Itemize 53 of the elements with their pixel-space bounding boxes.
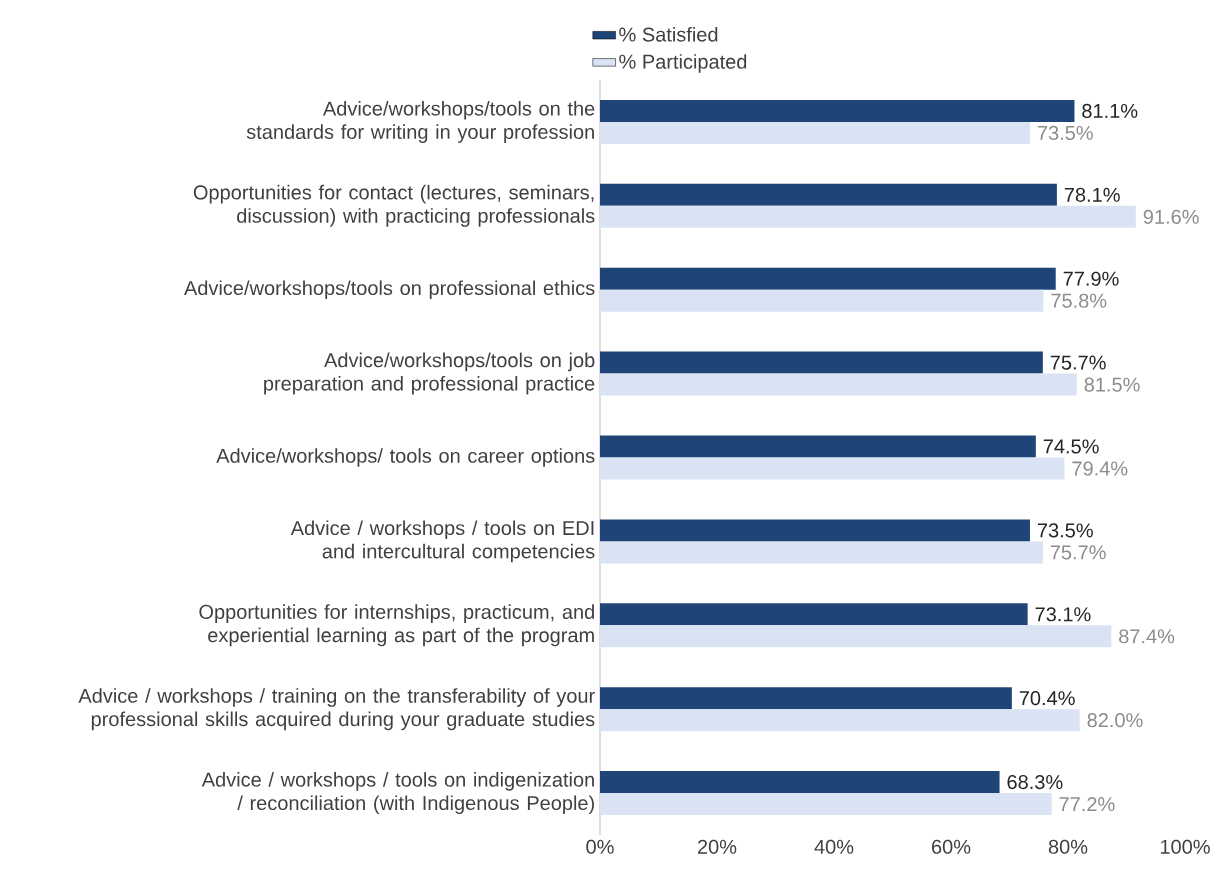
x-tick-label: 60% <box>932 839 971 854</box>
y-tick-label: Advice / workshops / tools on indigenization / reconciliation (with Indigenous People) <box>201 772 594 815</box>
bar <box>600 793 1052 816</box>
data-label: 73.5% <box>1037 125 1093 141</box>
bar <box>600 457 1065 480</box>
data-label: 77.9% <box>1063 271 1119 286</box>
legend-label: % Satisfied <box>619 26 718 42</box>
data-label: 82.0% <box>1087 713 1143 728</box>
bar <box>600 183 1057 206</box>
data-label: 68.3% <box>1007 774 1063 790</box>
bar <box>600 267 1056 290</box>
data-label: 75.7% <box>1050 355 1106 370</box>
data-label: 73.5% <box>1037 523 1093 538</box>
bar <box>600 603 1028 626</box>
bar <box>600 373 1077 396</box>
y-tick-label: Opportunities for contact (lectures, seminars, discussion) with practicing professionals <box>193 184 595 227</box>
data-label: 79.4% <box>1072 461 1128 476</box>
data-label: 81.1% <box>1082 103 1138 119</box>
bar <box>600 289 1044 312</box>
data-label: 70.4% <box>1019 691 1075 706</box>
y-tick-label: Advice/workshops/tools on job preparation and professional practice <box>264 352 595 395</box>
data-label: 75.7% <box>1050 545 1106 560</box>
legend-label: % Participated <box>619 54 747 73</box>
data-label: 75.8% <box>1051 293 1107 308</box>
x-tick-label: 0% <box>586 839 614 854</box>
x-tick-label: 100% <box>1160 839 1210 854</box>
data-label: 74.5% <box>1043 439 1099 454</box>
bar <box>600 771 1000 794</box>
bar <box>600 625 1112 648</box>
y-tick-label: Advice/workshops/tools on professional ethics <box>184 280 595 300</box>
y-tick-label: Advice/workshops/ tools on career options <box>216 448 595 467</box>
y-tick-label: Advice/workshops/tools on the standards for writing in your profession <box>246 100 595 143</box>
x-tick-label: 80% <box>1048 839 1088 854</box>
y-tick-label: Advice / workshops / tools on EDI and intercultural competencies <box>290 520 595 563</box>
bar <box>600 351 1043 374</box>
bar <box>600 541 1043 564</box>
bar <box>600 435 1036 458</box>
bar <box>600 121 1030 144</box>
x-tick-label: 20% <box>697 839 737 854</box>
bar <box>600 709 1080 732</box>
data-label: 91.6% <box>1143 209 1199 224</box>
y-tick-label: Advice / workshops / training on the transferability of your professional skills acquired during your graduate studies <box>78 688 595 731</box>
bar <box>600 205 1136 228</box>
data-label: 77.2% <box>1059 797 1115 812</box>
bar <box>600 99 1075 122</box>
data-label: 87.4% <box>1119 629 1175 644</box>
bar <box>600 687 1012 710</box>
x-tick-label: 40% <box>814 839 854 854</box>
bar <box>600 519 1030 542</box>
data-label: 73.1% <box>1035 607 1091 622</box>
data-label: 78.1% <box>1064 187 1120 202</box>
y-tick-label: Opportunities for internships, practicum, and experiential learning as part of the program <box>199 604 594 647</box>
data-label: 81.5% <box>1084 377 1140 392</box>
